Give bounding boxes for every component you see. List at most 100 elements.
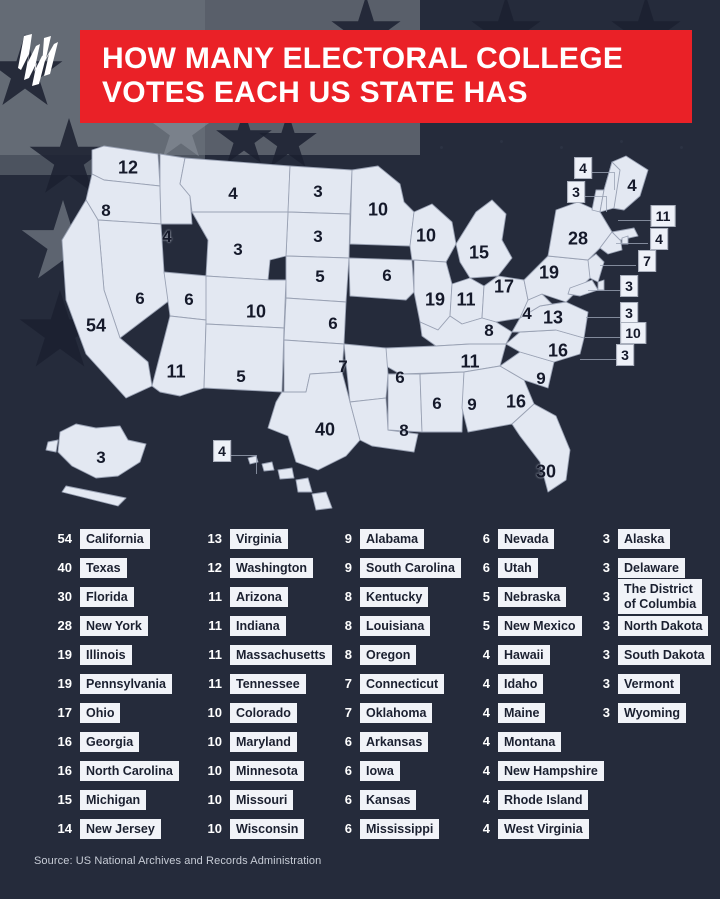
legend-item[interactable]: 6 Nevada	[464, 524, 604, 553]
legend-item[interactable]: 8 Kentucky	[326, 582, 461, 611]
legend-item[interactable]: 4 West Virginia	[464, 814, 604, 843]
callout-leader-line	[614, 172, 615, 190]
legend-state-name: Hawaii	[498, 644, 550, 665]
legend-item[interactable]: 6 Iowa	[326, 756, 461, 785]
legend-votes-value: 19	[57, 647, 72, 662]
legend-item[interactable]: 9 Alabama	[326, 524, 461, 553]
legend-item[interactable]: 16 North Carolina	[46, 756, 179, 785]
state-wyoming	[191, 211, 289, 281]
map-votes-wyoming: 3	[233, 240, 243, 259]
map-votes-washington: 12	[117, 157, 139, 178]
legend-item[interactable]: 9 South Carolina	[326, 553, 461, 582]
legend-item[interactable]: 3 Wyoming	[584, 698, 711, 727]
legend-votes-value: 10	[207, 821, 222, 836]
legend-votes-value: 4	[482, 792, 490, 807]
legend-item[interactable]: 6 Kansas	[326, 785, 461, 814]
legend-item[interactable]: 4 Montana	[464, 727, 604, 756]
map-votes-south-dakota: 3	[313, 227, 323, 246]
legend-item[interactable]: 3 The District of Columbia	[584, 579, 711, 614]
legend-item[interactable]: 10 Minnesota	[196, 756, 332, 785]
legend-item[interactable]: 30 Florida	[46, 582, 179, 611]
legend-item[interactable]: 6 Utah	[464, 553, 604, 582]
state-south-carolina	[499, 351, 555, 389]
legend-item[interactable]: 14 New Jersey	[46, 814, 179, 843]
legend-item[interactable]: 4 Rhode Island	[464, 785, 604, 814]
map-votes-nevada: 6	[135, 289, 145, 308]
legend-item[interactable]: 4 Idaho	[464, 669, 604, 698]
legend-votes-value: 5	[482, 589, 490, 604]
legend-item[interactable]: 10 Wisconsin	[196, 814, 332, 843]
legend-item[interactable]: 5 New Mexico	[464, 611, 604, 640]
legend-item[interactable]: 40 Texas	[46, 553, 179, 582]
legend-item[interactable]: 8 Louisiana	[326, 611, 461, 640]
legend-item[interactable]: 4 New Hampshire	[464, 756, 604, 785]
legend-item[interactable]: 10 Colorado	[196, 698, 332, 727]
map-callout-maryland: 10	[620, 322, 646, 344]
legend-item[interactable]: 6 Mississippi	[326, 814, 461, 843]
sbs-logo	[18, 34, 58, 86]
legend-votes-value: 8	[344, 618, 352, 633]
legend-item[interactable]: 11 Tennessee	[196, 669, 332, 698]
legend-item[interactable]: 7 Oklahoma	[326, 698, 461, 727]
legend-state-name: Texas	[80, 557, 127, 578]
legend-item[interactable]: 4 Hawaii	[464, 640, 604, 669]
map-votes-texas: 40	[314, 419, 336, 440]
legend-item[interactable]: 17 Ohio	[46, 698, 179, 727]
legend-item[interactable]: 15 Michigan	[46, 785, 179, 814]
state-massachusetts	[611, 227, 639, 241]
legend-item[interactable]: 10 Maryland	[196, 727, 332, 756]
legend-votes-value: 3	[602, 560, 610, 575]
legend-item[interactable]: 11 Massachusetts	[196, 640, 332, 669]
legend-item[interactable]: 4 Maine	[464, 698, 604, 727]
legend-state-name: Maine	[498, 702, 546, 723]
map-votes-maine: 4	[627, 176, 637, 195]
legend-item[interactable]: 16 Georgia	[46, 727, 179, 756]
legend-state-name: Michigan	[80, 789, 147, 810]
state-florida	[511, 403, 571, 493]
map-callout-dc: 3	[616, 344, 634, 366]
legend-item[interactable]: 3 South Dakota	[584, 640, 711, 669]
legend-state-name: Arizona	[230, 586, 288, 607]
map-votes-louisiana: 8	[399, 421, 409, 440]
legend-votes-value: 6	[344, 734, 352, 749]
callout-leader-line	[256, 455, 257, 474]
legend-item[interactable]: 19 Illinois	[46, 640, 179, 669]
legend-item[interactable]: 28 New York	[46, 611, 179, 640]
legend-votes-value: 3	[602, 531, 610, 546]
legend-state-name: Utah	[498, 557, 538, 578]
legend-item[interactable]: 11 Indiana	[196, 611, 332, 640]
legend-item[interactable]: 7 Connecticut	[326, 669, 461, 698]
legend-item[interactable]: 12 Washington	[196, 553, 332, 582]
legend-votes-value: 7	[344, 676, 352, 691]
legend-state-name: Washington	[230, 557, 314, 578]
legend-list: 54 California 40 Texas 30 Florida 28 New York 19…	[0, 524, 720, 842]
legend-votes-value: 5	[482, 618, 490, 633]
map-votes-oklahoma: 7	[338, 357, 348, 376]
map-votes-colorado: 10	[245, 301, 267, 322]
legend-item[interactable]: 11 Arizona	[196, 582, 332, 611]
legend-item[interactable]: 10 Missouri	[196, 785, 332, 814]
map-votes-pennsylvania: 19	[538, 262, 560, 283]
legend-item[interactable]: 3 Alaska	[584, 524, 711, 553]
legend-item[interactable]: 13 Virginia	[196, 524, 332, 553]
legend-item[interactable]: 54 California	[46, 524, 179, 553]
legend-votes-value: 15	[57, 792, 72, 807]
callout-leader-line	[618, 220, 652, 221]
legend-item[interactable]: 19 Pennsylvania	[46, 669, 179, 698]
legend-item[interactable]: 5 Nebraska	[464, 582, 604, 611]
legend-item[interactable]: 3 Vermont	[584, 669, 711, 698]
background-dot	[680, 146, 683, 149]
legend-state-name: The District of Columbia	[618, 579, 703, 614]
legend-item[interactable]: 3 North Dakota	[584, 611, 711, 640]
legend-votes-value: 6	[344, 792, 352, 807]
legend-item[interactable]: 3 Delaware	[584, 553, 711, 582]
legend-votes-value: 8	[344, 589, 352, 604]
state-new-jersey	[587, 253, 605, 283]
map-votes-georgia: 16	[505, 391, 527, 412]
legend-item[interactable]: 6 Arkansas	[326, 727, 461, 756]
state-rhode-island	[621, 235, 629, 245]
legend-item[interactable]: 8 Oregon	[326, 640, 461, 669]
legend-state-name: Nevada	[498, 528, 555, 549]
state-michigan	[455, 199, 513, 279]
legend-state-name: Delaware	[618, 557, 685, 578]
